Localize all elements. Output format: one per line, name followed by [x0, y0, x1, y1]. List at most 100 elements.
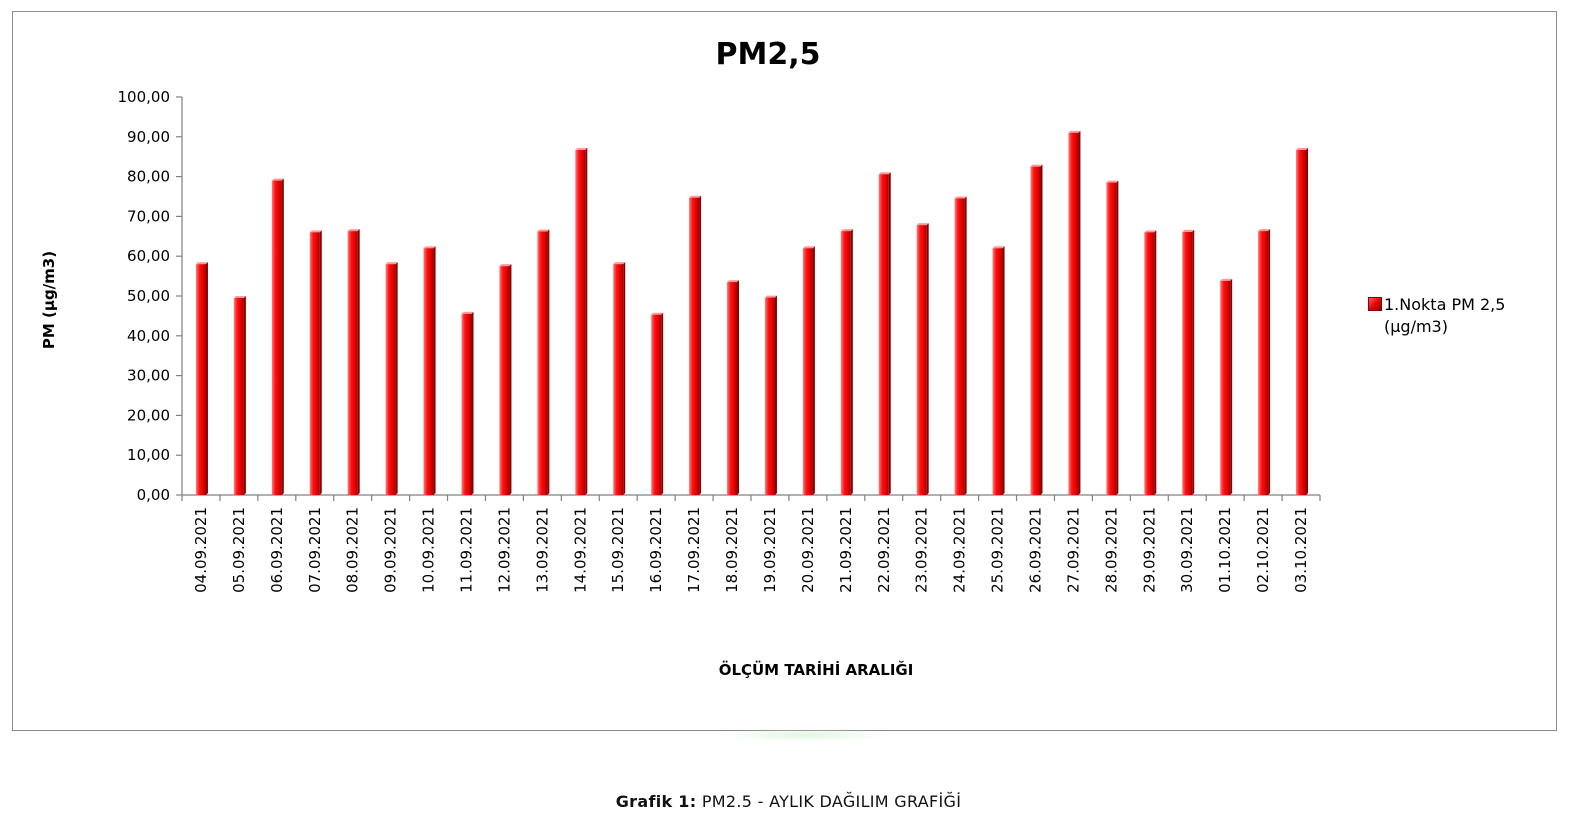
bar-side	[737, 280, 740, 495]
y-tick-label: 0,00	[137, 486, 170, 504]
bar-side	[1040, 164, 1043, 495]
x-tick-label: 13.09.2021	[533, 507, 551, 593]
bar-side	[357, 229, 360, 495]
bar	[461, 311, 474, 495]
bar-cap	[727, 280, 740, 283]
bar-front	[271, 180, 282, 495]
bar-side	[774, 295, 777, 495]
bar	[271, 178, 284, 495]
bar-side	[661, 312, 664, 495]
bar-side	[1306, 147, 1309, 495]
bar	[916, 223, 929, 495]
bar-cap	[764, 295, 777, 298]
bar-front	[575, 149, 586, 495]
x-tick-label: 21.09.2021	[837, 507, 855, 593]
bar-front	[309, 232, 320, 495]
bar-front	[233, 297, 244, 495]
bar	[764, 295, 777, 495]
bar-cap	[347, 229, 360, 232]
bar-front	[1144, 232, 1155, 495]
bar-front	[461, 313, 472, 495]
bar-front	[613, 264, 624, 495]
bar-front	[385, 264, 396, 495]
bar	[1106, 180, 1119, 495]
bar-cap	[651, 312, 664, 315]
y-tick-label: 10,00	[127, 446, 170, 464]
bar-front	[878, 174, 889, 495]
x-tick-label: 06.09.2021	[268, 507, 286, 593]
bars	[195, 130, 1309, 496]
bar	[233, 295, 246, 495]
bar	[992, 246, 1005, 495]
bar-side	[850, 229, 853, 495]
bar-cap	[954, 196, 967, 199]
bar-side	[509, 264, 512, 495]
x-tick-label: 27.09.2021	[1064, 507, 1082, 593]
bar-front	[916, 225, 927, 495]
x-tick-label: 07.09.2021	[306, 507, 324, 593]
bar-cap	[689, 195, 702, 198]
caption-label: Grafik 1:	[615, 792, 697, 811]
x-tick-label: 20.09.2021	[799, 507, 817, 593]
legend-label-line1: 1.Nokta PM 2,5	[1384, 295, 1506, 314]
bar-cap	[1144, 230, 1157, 233]
x-tick-label: 18.09.2021	[723, 507, 741, 593]
bar-cap	[992, 246, 1005, 249]
x-tick-label: 25.09.2021	[989, 507, 1007, 593]
bar-cap	[309, 230, 322, 233]
bar-front	[651, 314, 662, 495]
bar-cap	[423, 246, 436, 249]
bar	[1144, 230, 1157, 495]
bar-cap	[1258, 229, 1271, 232]
bar-cap	[1030, 164, 1043, 167]
y-tick-label: 80,00	[127, 168, 170, 186]
bar-side	[623, 262, 626, 495]
bar-side	[1116, 180, 1119, 495]
decorative-glow	[720, 728, 890, 742]
bar-cap	[802, 246, 815, 249]
x-tick-label: 15.09.2021	[609, 507, 627, 593]
bar-front	[992, 248, 1003, 495]
y-tick-label: 70,00	[127, 207, 170, 225]
bar-cap	[461, 311, 474, 314]
x-tick-label: 11.09.2021	[458, 507, 476, 593]
bar	[651, 312, 664, 495]
bar-front	[1182, 231, 1193, 495]
bar-front	[1258, 231, 1269, 495]
bar-front	[727, 282, 738, 495]
x-tick-label: 16.09.2021	[647, 507, 665, 593]
bar-side	[243, 295, 246, 495]
x-tick-label: 12.09.2021	[495, 507, 513, 593]
bar-cap	[1106, 180, 1119, 183]
bar	[309, 230, 322, 495]
bar-front	[1106, 182, 1117, 495]
bar-side	[547, 229, 550, 496]
bar-side	[1078, 130, 1081, 495]
y-axis-label: PM (µg/m3)	[40, 251, 58, 349]
bar-side	[395, 262, 398, 495]
bar-cap	[840, 229, 853, 232]
y-tick-label: 30,00	[127, 367, 170, 385]
bar	[537, 229, 550, 496]
bar	[347, 229, 360, 495]
bar	[385, 262, 398, 495]
x-tick-label: 17.09.2021	[685, 507, 703, 593]
x-tick-label: 28.09.2021	[1102, 507, 1120, 593]
bar-cap	[537, 229, 550, 232]
bar-cap	[1296, 147, 1309, 150]
bar-side	[812, 246, 815, 495]
x-tick-label: 04.09.2021	[192, 507, 210, 593]
x-tick-label: 02.10.2021	[1254, 507, 1272, 593]
x-tick-label: 01.10.2021	[1216, 507, 1234, 593]
bar-side	[1268, 229, 1271, 495]
bar	[575, 147, 588, 495]
x-tick-label: 24.09.2021	[951, 507, 969, 593]
bar	[423, 246, 436, 495]
bar	[878, 172, 891, 495]
bar	[499, 264, 512, 495]
bar-side	[433, 246, 436, 495]
bar	[840, 229, 853, 495]
legend-swatch	[1368, 297, 1382, 311]
bar-cap	[233, 295, 246, 298]
x-tick-label: 05.09.2021	[230, 507, 248, 593]
